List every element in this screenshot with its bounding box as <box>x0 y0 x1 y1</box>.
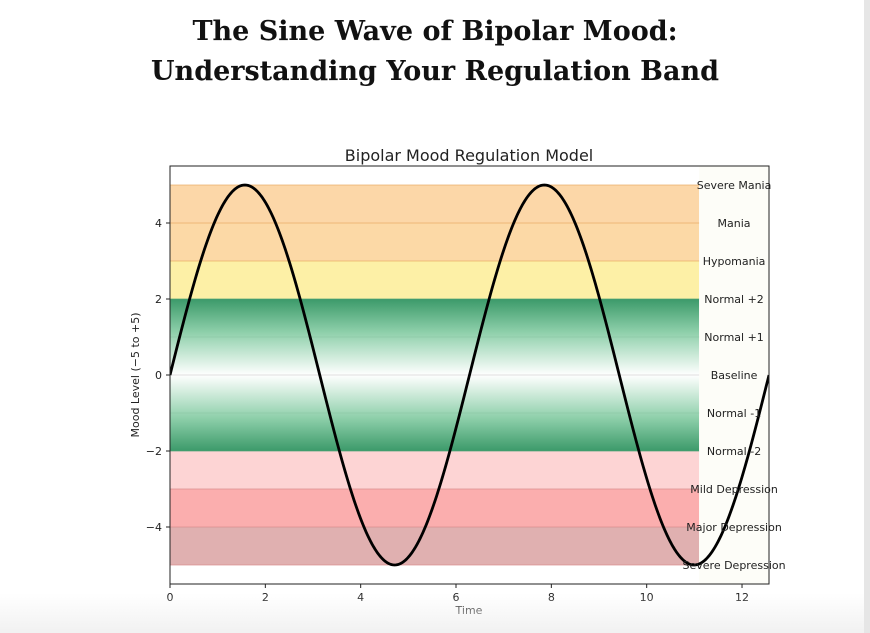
y-tick-label-1: −2 <box>146 445 162 458</box>
band-2 <box>170 261 700 299</box>
band-1 <box>170 223 700 261</box>
y-tick-label-3: 2 <box>155 293 162 306</box>
x-tick-label-5: 10 <box>640 591 654 604</box>
band-6 <box>170 527 700 565</box>
page-title: The Sine Wave of Bipolar Mood: Understan… <box>0 12 870 92</box>
level-label-7: Normal -2 <box>707 445 761 458</box>
level-label-0: Severe Mania <box>697 179 772 192</box>
level-label-10: Severe Depression <box>683 559 786 572</box>
level-label-9: Major Depression <box>686 521 782 534</box>
level-label-1: Mania <box>718 217 751 230</box>
x-axis-label: Time <box>455 604 483 617</box>
y-tick-label-2: 0 <box>155 369 162 382</box>
level-labels-layer: Severe Mania Mania Hypomania Normal +2 Norma… <box>683 179 786 572</box>
level-label-4: Normal +1 <box>704 331 764 344</box>
series-line-0 <box>170 183 769 567</box>
x-tick-label-0: 0 <box>167 591 174 604</box>
page-title-line-2: Understanding Your Regulation Band <box>151 56 719 87</box>
chart-title: Bipolar Mood Regulation Model <box>345 146 593 165</box>
bands-layer <box>170 166 769 584</box>
level-label-6: Normal -1 <box>707 407 761 420</box>
y-tick-label-0: −4 <box>146 521 162 534</box>
x-tick-label-2: 4 <box>357 591 364 604</box>
x-tick-label-1: 2 <box>262 591 269 604</box>
label-column-bg <box>699 166 769 584</box>
page-title-line-1: The Sine Wave of Bipolar Mood: <box>192 16 678 47</box>
x-tick-label-4: 8 <box>548 591 555 604</box>
band-4 <box>170 451 700 489</box>
curve-layer <box>170 183 769 567</box>
band-5 <box>170 489 700 527</box>
y-tick-label-4: 4 <box>155 217 162 230</box>
level-label-8: Mild Depression <box>690 483 778 496</box>
x-tick-label-3: 6 <box>453 591 460 604</box>
y-axis-label: Mood Level (−5 to +5) <box>129 312 142 437</box>
level-label-3: Normal +2 <box>704 293 764 306</box>
scrollbar-edge <box>864 0 870 633</box>
level-label-2: Hypomania <box>703 255 766 268</box>
level-label-5: Baseline <box>711 369 758 382</box>
band-0 <box>170 185 700 223</box>
x-tick-label-6: 12 <box>735 591 749 604</box>
